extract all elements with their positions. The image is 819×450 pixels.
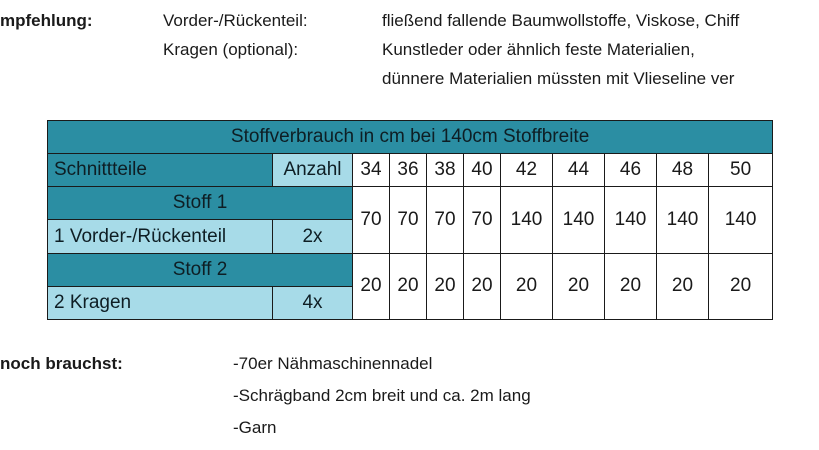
table-title: Stoffverbrauch in cm bei 140cm Stoffbrei… (46, 119, 774, 155)
col-header-part: Schnittteile (47, 153, 273, 188)
value-cell: 20 (656, 252, 709, 321)
group-header-stoff-1: Stoff 1 (47, 186, 353, 221)
material-collar: Kunstleder oder ähnlich feste Materialie… (382, 40, 695, 59)
size-header: 50 (707, 153, 774, 188)
value-cell: 140 (552, 186, 605, 254)
extras-item: -Garn (233, 418, 277, 437)
table-row: Stoff 1 70 70 70 70 140 140 140 140 140 (47, 186, 774, 254)
extras-label: noch brauchst: (0, 354, 123, 373)
fabric-usage-table: Stoffverbrauch in cm bei 140cm Stoffbrei… (46, 119, 774, 321)
size-header: 40 (463, 153, 501, 188)
value-cell: 140 (707, 186, 774, 254)
value-cell: 140 (604, 186, 657, 254)
value-cell: 140 (500, 186, 553, 254)
value-cell: 20 (389, 252, 427, 321)
col-header-count: Anzahl (272, 153, 353, 188)
item-count: 2x (272, 219, 353, 254)
size-header: 38 (426, 153, 464, 188)
table-row: 1 Vorder-/Rückenteil 2x (47, 219, 773, 254)
value-cell: 20 (352, 252, 390, 321)
value-cell: 140 (656, 186, 709, 254)
size-header: 34 (352, 153, 390, 188)
size-header: 46 (604, 153, 657, 188)
value-cell: 20 (426, 252, 464, 321)
part-label-front-back: Vorder-/Rückenteil: (163, 11, 308, 30)
table-row: Stoff 2 20 20 20 20 20 20 20 20 20 (47, 252, 774, 321)
empfehlung-label: mpfehlung: (0, 11, 93, 30)
size-header: 48 (656, 153, 709, 188)
group-header-stoff-2: Stoff 2 (47, 252, 353, 287)
size-header: 44 (552, 153, 605, 188)
value-cell: 70 (463, 186, 501, 254)
value-cell: 70 (426, 186, 464, 254)
extras-item: -Schrägband 2cm breit und ca. 2m lang (233, 386, 531, 405)
table-title-row: Stoffverbrauch in cm bei 140cm Stoffbrei… (46, 119, 774, 155)
material-front-back: fließend fallende Baumwollstoffe, Viskos… (382, 11, 740, 30)
value-cell: 70 (389, 186, 427, 254)
value-cell: 20 (707, 252, 774, 321)
table-row: 2 Kragen 4x (47, 285, 773, 321)
part-label-collar: Kragen (optional): (163, 40, 299, 59)
material-note: dünnere Materialien müssten mit Vlieseli… (382, 69, 735, 88)
value-cell: 20 (552, 252, 605, 321)
table-header-row: Schnittteile Anzahl 34 36 38 40 42 44 46… (47, 153, 774, 188)
value-cell: 20 (500, 252, 553, 321)
value-cell: 70 (352, 186, 390, 254)
size-header: 42 (500, 153, 553, 188)
value-cell: 20 (463, 252, 501, 321)
extras-item: -70er Nähmaschinennadel (233, 354, 433, 373)
item-front-back: 1 Vorder-/Rückenteil (47, 219, 273, 254)
value-cell: 20 (604, 252, 657, 321)
size-header: 36 (389, 153, 427, 188)
item-collar: 2 Kragen (47, 285, 273, 321)
item-count: 4x (272, 285, 353, 321)
